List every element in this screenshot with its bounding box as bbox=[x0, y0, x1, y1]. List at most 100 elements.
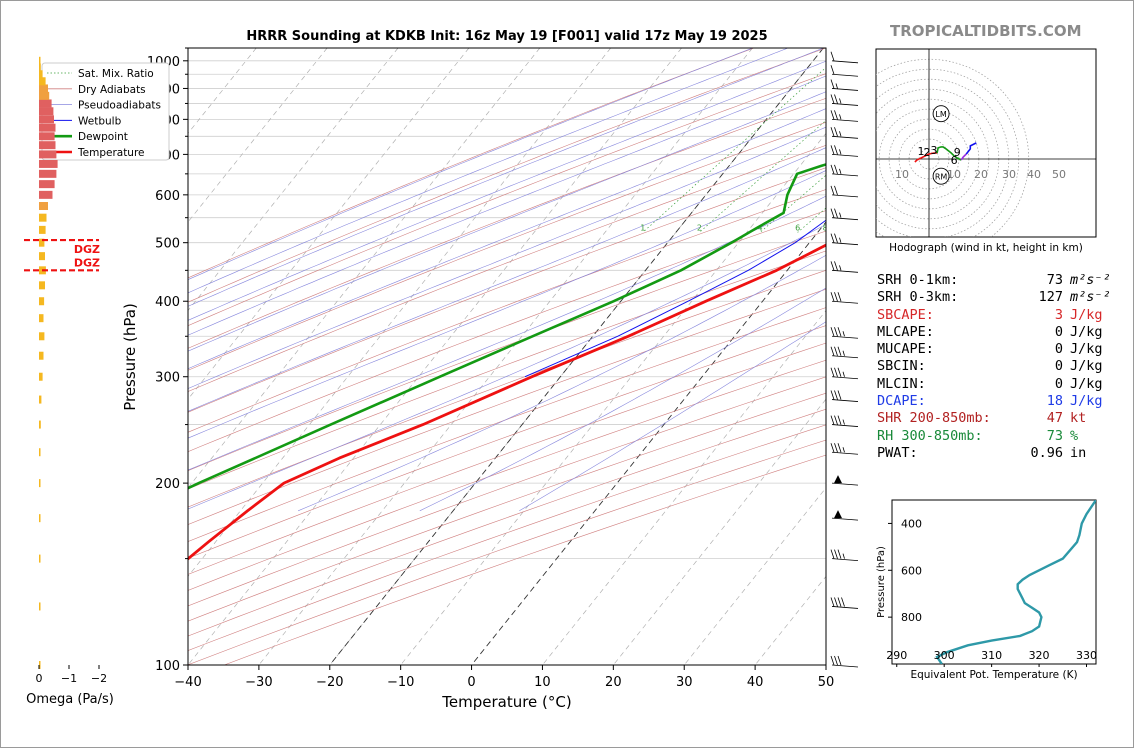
omega-bar bbox=[39, 238, 45, 247]
moist-adiabat-line bbox=[188, 224, 826, 510]
wind-barb bbox=[831, 510, 859, 521]
stat-row: SHR 200-850mb: 47 kt bbox=[877, 410, 1097, 427]
dry-adiabat-line bbox=[188, 288, 826, 525]
omega-bar bbox=[39, 420, 41, 429]
wind-barb bbox=[830, 233, 859, 246]
legend-label: Dry Adiabats bbox=[78, 84, 146, 96]
omega-x-axis-label: Omega (Pa/s) bbox=[26, 692, 114, 707]
omega-bar bbox=[39, 180, 55, 189]
stat-row: SBCIN: 0 J/kg bbox=[877, 358, 1103, 375]
stat-label: PWAT: bbox=[877, 444, 918, 461]
moist-adiabat-line bbox=[419, 287, 826, 512]
stat-row: MLCAPE: 0 J/kg bbox=[877, 323, 1103, 341]
theta-y-tick-label: 400 bbox=[901, 517, 922, 530]
moist-adiabat-line bbox=[188, 60, 826, 321]
legend-label: Pseudoadiabats bbox=[78, 100, 161, 112]
dry-adiabat-line bbox=[188, 210, 826, 453]
y-tick-label: 300 bbox=[155, 371, 180, 386]
theta-x-tick-label: 300 bbox=[934, 649, 955, 662]
stat-value: 3 bbox=[1054, 306, 1063, 323]
y-tick-label: 600 bbox=[155, 189, 180, 204]
omega-bar bbox=[39, 77, 46, 86]
omega-bar bbox=[39, 213, 47, 222]
y-tick-label: 500 bbox=[155, 237, 180, 252]
x-tick-label: −10 bbox=[387, 675, 414, 690]
skewt-title: HRRR Sounding at KDKB Init: 16z May 19 [… bbox=[246, 29, 767, 44]
mixing-ratio-label: 10 bbox=[842, 223, 852, 232]
stat-unit: J/kg bbox=[1070, 323, 1103, 340]
wind-barb bbox=[830, 415, 859, 427]
y-tick-label: 100 bbox=[155, 659, 180, 674]
stat-value: 0 bbox=[1054, 323, 1063, 340]
hodograph-ring-label: 10 bbox=[947, 168, 961, 181]
omega-bar bbox=[39, 107, 54, 116]
omega-x-tick-label: −2 bbox=[91, 672, 107, 685]
omega-bar bbox=[39, 169, 57, 178]
hodograph-ring-label: 50 bbox=[1052, 168, 1066, 181]
moist-adiabat-line bbox=[188, 48, 824, 307]
omega-bar bbox=[39, 314, 44, 323]
isotherm-line bbox=[0, 48, 44, 665]
wind-barb bbox=[830, 185, 859, 198]
dry-adiabat-line bbox=[188, 359, 826, 591]
x-tick-label: 40 bbox=[747, 675, 764, 690]
theta-x-tick-label: 330 bbox=[1076, 649, 1097, 662]
hodograph-ring-label: 20 bbox=[974, 168, 988, 181]
dgz-label-top: DGZ bbox=[74, 256, 100, 269]
omega-bar bbox=[39, 63, 41, 72]
moist-adiabat-line bbox=[188, 48, 789, 294]
stat-unit: m²s⁻² bbox=[1070, 272, 1111, 288]
hodograph-panel: 10 10 20 30 40 50 1 2 369 LM RM Hodograph (wind in … bbox=[875, 48, 1097, 254]
theta-e-panel: 290 300 310 320 330 400 600 800 Equivalent Pot. … bbox=[876, 499, 1097, 681]
wind-barb bbox=[830, 655, 859, 668]
mixing-ratio-label: 1 bbox=[640, 223, 645, 232]
theta-y-tick-label: 600 bbox=[901, 564, 922, 577]
wind-barb bbox=[830, 208, 859, 221]
moist-adiabat-line bbox=[188, 195, 826, 471]
hodograph-frame bbox=[875, 48, 1097, 238]
stat-row: DCAPE: 18 J/kg bbox=[877, 393, 1103, 410]
hodograph-ring-label: 40 bbox=[1027, 168, 1041, 181]
dry-adiabat-line bbox=[188, 269, 826, 508]
stat-row: SRH 0-3km: 127 m²s⁻² bbox=[877, 289, 1111, 306]
wind-barb bbox=[830, 443, 859, 455]
hodograph-trace bbox=[914, 152, 938, 163]
legend-label: Sat. Mix. Ratio bbox=[78, 68, 154, 80]
hodograph-height-label: 1 bbox=[917, 145, 924, 158]
hodograph-trace bbox=[960, 153, 967, 161]
stat-label: SRH 0-3km: bbox=[877, 289, 959, 306]
omega-bar bbox=[39, 123, 56, 132]
storm-motion-marker bbox=[932, 105, 950, 123]
stat-label: MUCAPE: bbox=[877, 341, 934, 358]
storm-motion-label: RM bbox=[935, 173, 948, 182]
stat-row: SBCAPE: 3 J/kg bbox=[877, 306, 1103, 324]
dry-adiabat-line bbox=[188, 121, 826, 371]
x-axis-label: Temperature (°C) bbox=[441, 693, 571, 711]
x-tick-label: 0 bbox=[467, 675, 475, 690]
isotherm-line bbox=[400, 132, 826, 665]
omega-bar bbox=[39, 132, 55, 141]
stat-unit: J/kg bbox=[1070, 393, 1103, 410]
isotherm-line bbox=[542, 309, 826, 665]
theta-y-axis-label: Pressure (hPa) bbox=[876, 546, 887, 618]
y-axis-label: Pressure (hPa) bbox=[121, 303, 139, 411]
wind-barb bbox=[830, 110, 859, 122]
stat-value: 73 bbox=[1046, 427, 1063, 444]
moist-adiabat-line bbox=[519, 321, 826, 512]
isotherm-line bbox=[188, 48, 611, 577]
stat-row: RH 300-850mb: 73% bbox=[877, 428, 1097, 445]
site-watermark: TROPICALTIDBITS.COM bbox=[890, 22, 1082, 40]
legend: Sat. Mix. Ratio Dry Adiabats Pseudoadiabat… bbox=[41, 62, 170, 161]
stat-unit: J/kg bbox=[1070, 306, 1103, 323]
skewt-axes-frame bbox=[187, 47, 827, 666]
hodograph-trace bbox=[965, 142, 977, 155]
isotherm-line bbox=[683, 487, 826, 665]
skewt-plot: 124681013162024303644F50FHRRR Sounding a… bbox=[0, 29, 1042, 711]
wind-barb bbox=[830, 327, 859, 339]
omega-bar bbox=[39, 115, 54, 124]
theta-x-axis-label: Equivalent Pot. Temperature (K) bbox=[910, 669, 1077, 681]
wind-barb bbox=[830, 51, 859, 64]
omega-x-tick-label: 0 bbox=[36, 672, 43, 685]
mixing-ratio-label: 6 bbox=[795, 223, 800, 232]
